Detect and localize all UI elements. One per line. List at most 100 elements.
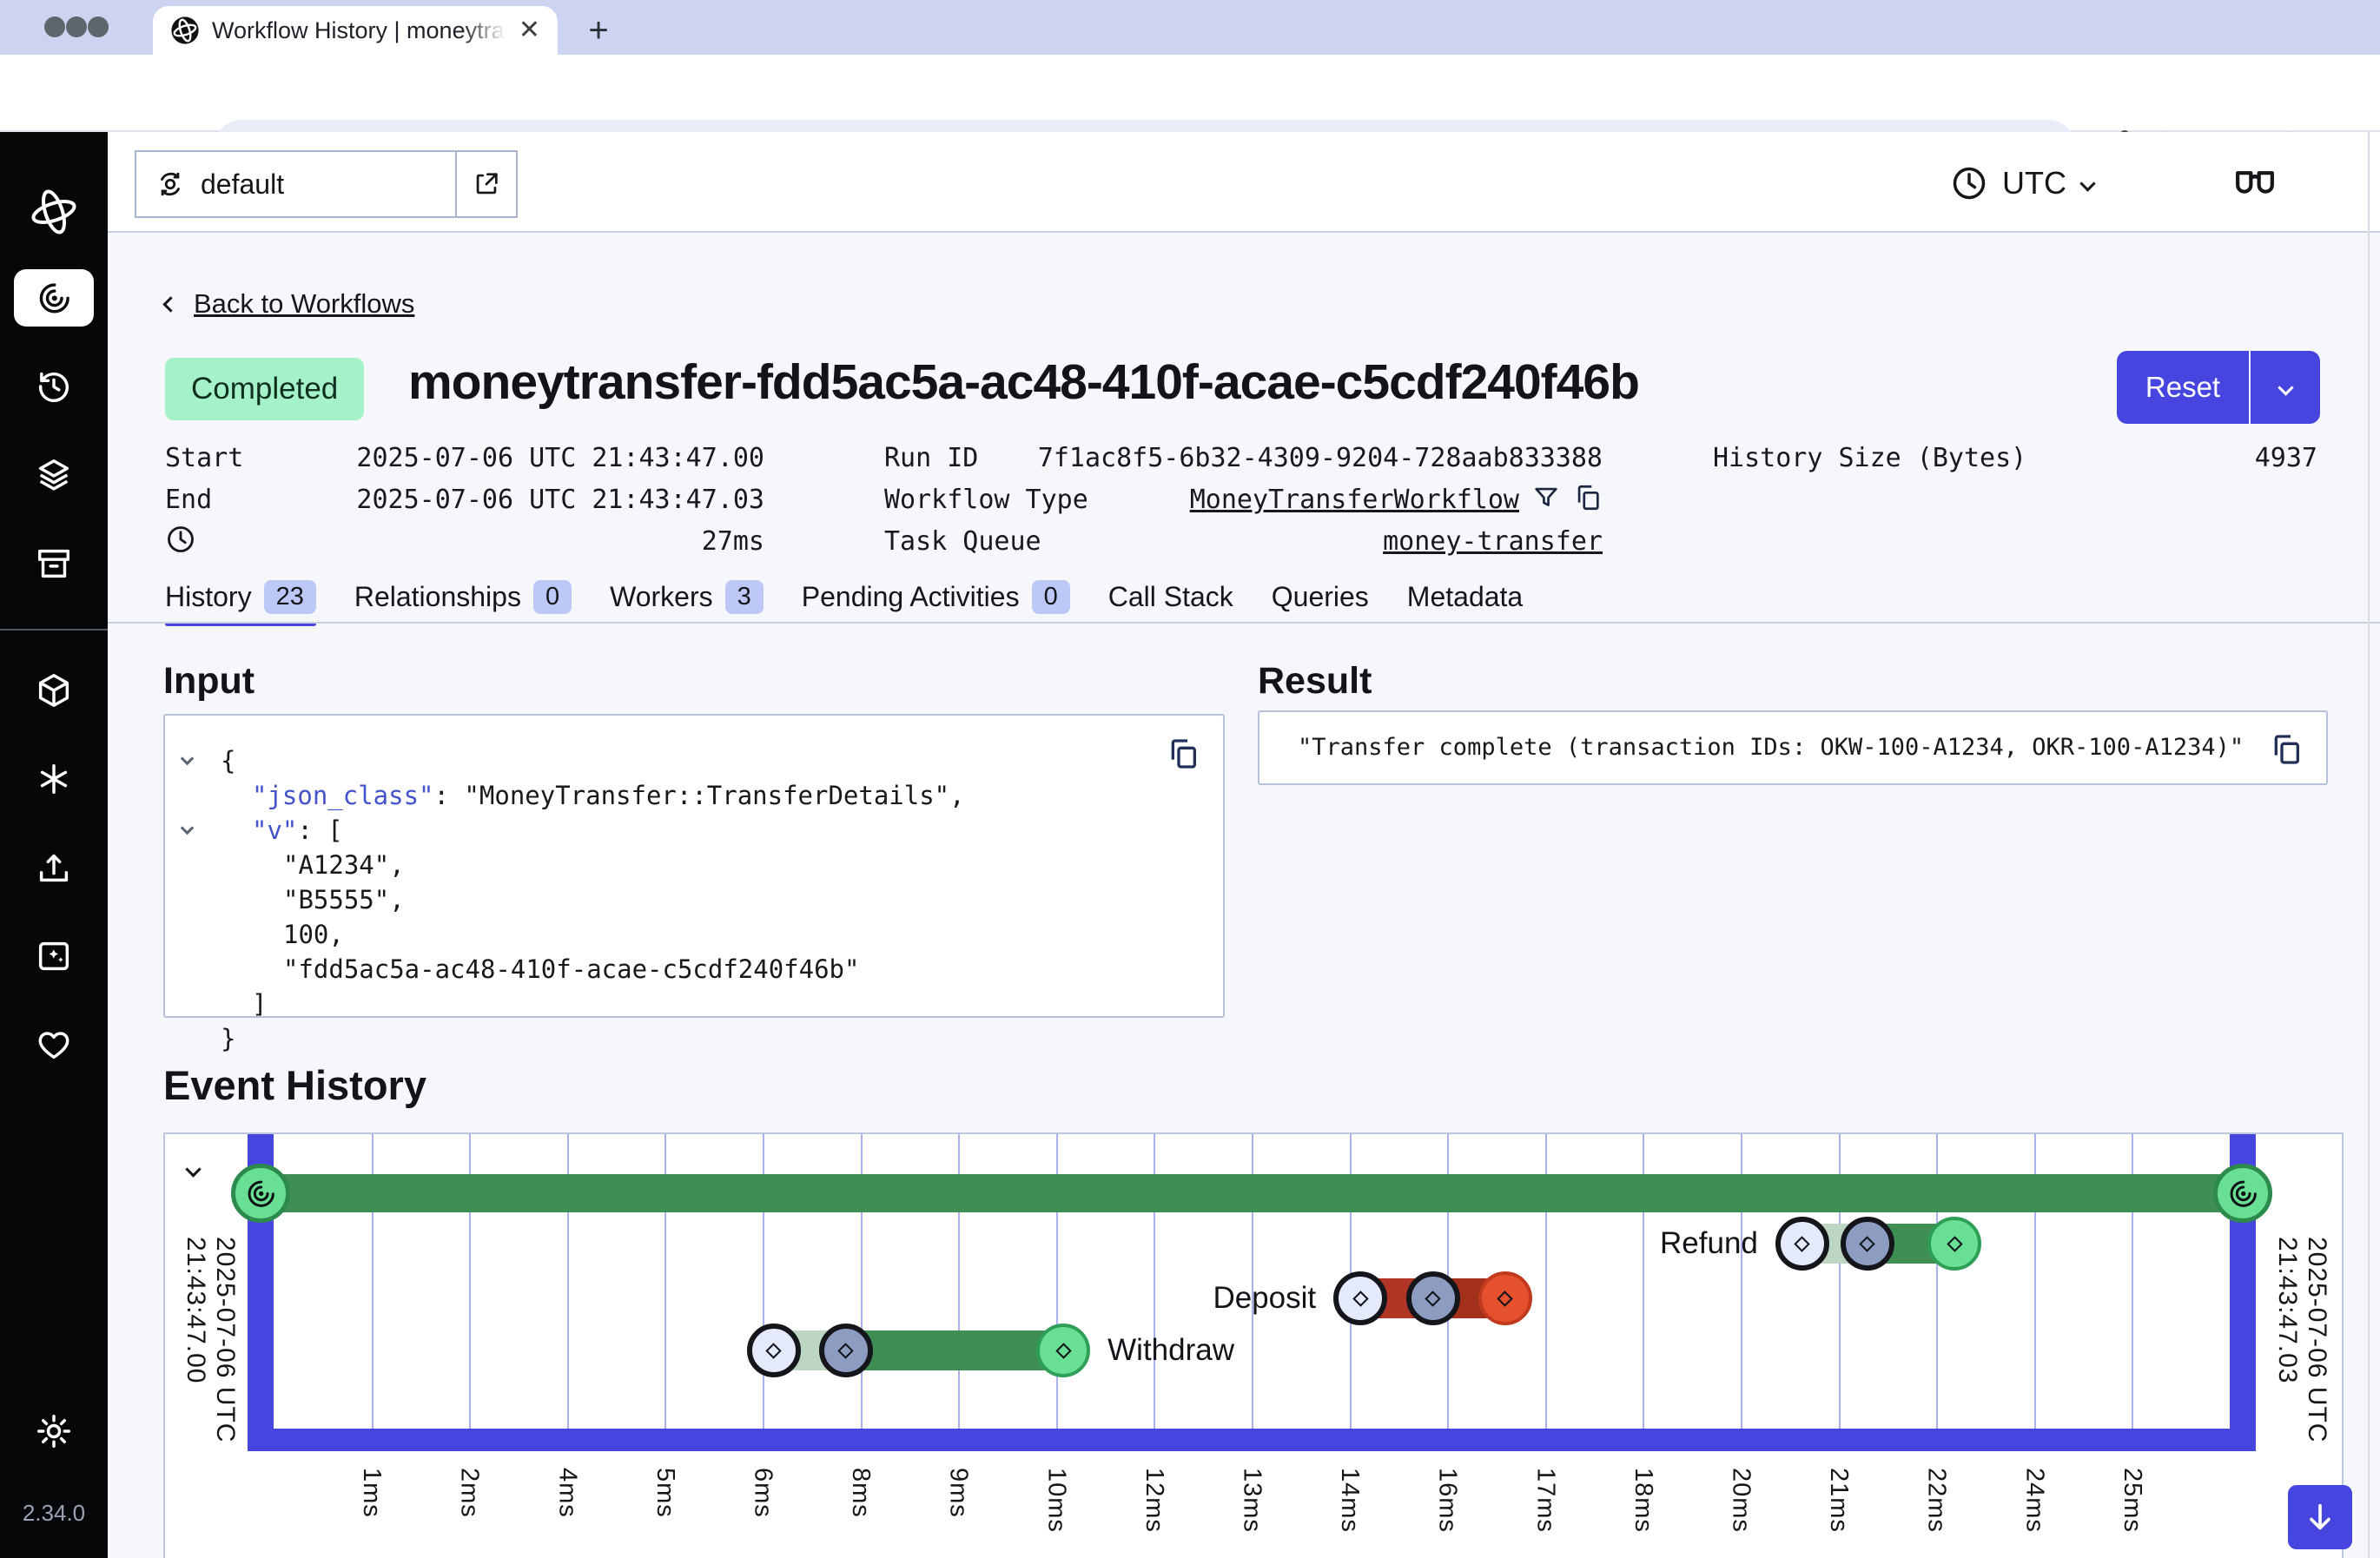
tab-history[interactable]: History 23	[165, 580, 316, 626]
timezone-selector[interactable]: UTC	[1950, 149, 2096, 217]
tab-label: History	[165, 581, 252, 612]
copy-icon[interactable]	[1166, 736, 1200, 771]
run-id-label: Run ID	[884, 443, 979, 473]
page-scrollbar[interactable]	[2368, 132, 2370, 1558]
timeline-end-date: 2025-07-06 UTC 21:43:47.03	[2273, 1237, 2331, 1443]
json-text: : [	[297, 815, 343, 845]
sidebar-item-feedback[interactable]	[14, 1016, 94, 1073]
collapse-caret-icon[interactable]	[180, 821, 195, 835]
activity-started-dot-refund[interactable]	[1840, 1217, 1894, 1271]
tab-metadata[interactable]: Metadata	[1407, 581, 1523, 625]
workflow-type-cell: MoneyTransferWorkflow	[999, 480, 1603, 520]
activity-scheduled-dot-deposit[interactable]	[1333, 1271, 1388, 1325]
workflow-type-label: Workflow Type	[884, 485, 1088, 515]
tab-count-badge: 0	[1031, 580, 1070, 614]
timeline-gridline	[1055, 1134, 1058, 1430]
timeline-tick-label: 1ms	[358, 1468, 387, 1518]
labs-glasses-icon[interactable]	[2231, 160, 2279, 208]
back-to-workflows-link[interactable]: Back to Workflows	[162, 288, 414, 320]
timeline-tick-label: 25ms	[2118, 1468, 2146, 1533]
theme-sun-icon[interactable]	[14, 1403, 94, 1460]
new-tab-button[interactable]: +	[588, 11, 609, 50]
cube-icon	[34, 670, 74, 710]
activity-started-dot-withdraw[interactable]	[818, 1324, 873, 1377]
run-id-value: 7f1ac8f5-6b32-4309-9204-728aab833388	[1037, 443, 1603, 473]
tab-relationships[interactable]: Relationships 0	[354, 580, 572, 626]
namespace-select-main[interactable]: default	[136, 152, 455, 216]
activity-closed-dot-refund[interactable]	[1927, 1217, 1982, 1271]
timeline-gridline	[1252, 1134, 1253, 1430]
sidebar-item-deployments[interactable]	[14, 446, 94, 504]
namespace-select[interactable]: default	[135, 150, 518, 218]
sidebar: 2.34.0	[0, 132, 108, 1558]
input-panel: {"json_class": "MoneyTransfer::TransferD…	[163, 714, 1225, 1053]
json-text: ]	[252, 989, 268, 1019]
filter-funnel-icon[interactable]	[1531, 483, 1561, 512]
duration-clock-icon	[165, 522, 196, 562]
duration-value: 27ms	[701, 526, 764, 557]
tab-workers[interactable]: Workers 3	[610, 580, 764, 626]
sidebar-item-schedules[interactable]	[14, 358, 94, 415]
sidebar-item-docs[interactable]	[14, 928, 94, 985]
activity-closed-dot-withdraw[interactable]	[1036, 1324, 1091, 1377]
window-maximize-button[interactable]	[88, 17, 109, 37]
window-close-button[interactable]	[44, 17, 65, 37]
activity-bar-withdraw[interactable]	[845, 1330, 1064, 1370]
workflow-end-dot[interactable]	[2213, 1164, 2272, 1223]
tab-call-stack[interactable]: Call Stack	[1108, 581, 1233, 625]
tabs-divider	[108, 622, 2380, 624]
timeline-panel: 2025-07-06 UTC 21:43:47.00 2025-07-06 UT…	[163, 1132, 2344, 1558]
open-namespace-button[interactable]	[455, 152, 516, 216]
activity-scheduled-dot-withdraw[interactable]	[746, 1324, 801, 1377]
timeline-gridline	[566, 1134, 569, 1430]
copy-icon[interactable]	[2269, 732, 2304, 767]
sidebar-item-batch-operations[interactable]	[14, 535, 94, 592]
task-queue-link[interactable]: money-transfer	[1383, 526, 1603, 557]
timeline-gridline	[664, 1134, 667, 1430]
copy-icon[interactable]	[1573, 483, 1603, 512]
collapse-caret-icon[interactable]	[180, 751, 195, 766]
result-panel: "Transfer complete (transaction IDs: OKW…	[1258, 710, 2328, 785]
timeline-tick-label: 17ms	[1531, 1468, 1560, 1533]
tab-pending-activities[interactable]: Pending Activities 0	[802, 580, 1070, 626]
timeline-gridline	[1154, 1134, 1156, 1430]
tab-count-badge: 3	[724, 580, 764, 614]
app-header: default UTC	[108, 132, 2380, 233]
layers-icon	[34, 455, 74, 495]
sidebar-item-namespaces[interactable]	[14, 662, 94, 719]
reset-split-button: Reset	[2117, 351, 2320, 424]
namespace-name: default	[201, 168, 285, 200]
json-text: "A1234",	[283, 850, 405, 880]
reset-button[interactable]: Reset	[2117, 351, 2249, 424]
temporal-logo-icon[interactable]	[28, 186, 80, 238]
timeline-tick-label: 14ms	[1336, 1468, 1365, 1533]
tab-label: Relationships	[354, 581, 521, 612]
asterisk-icon	[34, 759, 74, 799]
timeline-gridline	[1643, 1134, 1645, 1430]
activity-scheduled-dot-refund[interactable]	[1775, 1217, 1829, 1271]
browser-tab[interactable]: Workflow History | moneytran ✕	[153, 6, 558, 55]
workflow-type-link[interactable]: MoneyTransferWorkflow	[1189, 485, 1519, 515]
activity-started-dot-deposit[interactable]	[1405, 1271, 1460, 1325]
sidebar-item-nexus[interactable]	[14, 750, 94, 808]
reset-menu-button[interactable]	[2249, 351, 2320, 424]
window-minimize-button[interactable]	[66, 17, 87, 37]
start-label: Start	[165, 443, 244, 473]
workflow-start-dot[interactable]	[231, 1164, 290, 1223]
sidebar-item-import[interactable]	[14, 839, 94, 896]
scroll-to-bottom-button[interactable]	[2288, 1485, 2352, 1549]
chevron-left-icon	[162, 295, 179, 313]
sidebar-item-workflows[interactable]	[14, 269, 94, 327]
activity-closed-dot-deposit[interactable]	[1478, 1271, 1532, 1325]
tab-close-icon[interactable]: ✕	[518, 16, 540, 44]
timeline-tick-label: 2ms	[455, 1468, 484, 1518]
browser-toolbar: localhost:8080/namespaces/default/workfl…	[0, 55, 2380, 175]
tab-count-badge: 23	[263, 580, 316, 614]
workflow-execution-bar[interactable]	[261, 1174, 2243, 1212]
tab-queries[interactable]: Queries	[1272, 581, 1369, 625]
tab-label: Call Stack	[1107, 581, 1233, 612]
timeline-collapse-chevron-icon[interactable]	[185, 1161, 205, 1181]
timeline-bottom-axis	[248, 1429, 2256, 1451]
activity-label-deposit: Deposit	[1213, 1281, 1317, 1315]
json-line: "fdd5ac5a-ac48-410f-acae-c5cdf240f46b"	[165, 952, 1223, 987]
